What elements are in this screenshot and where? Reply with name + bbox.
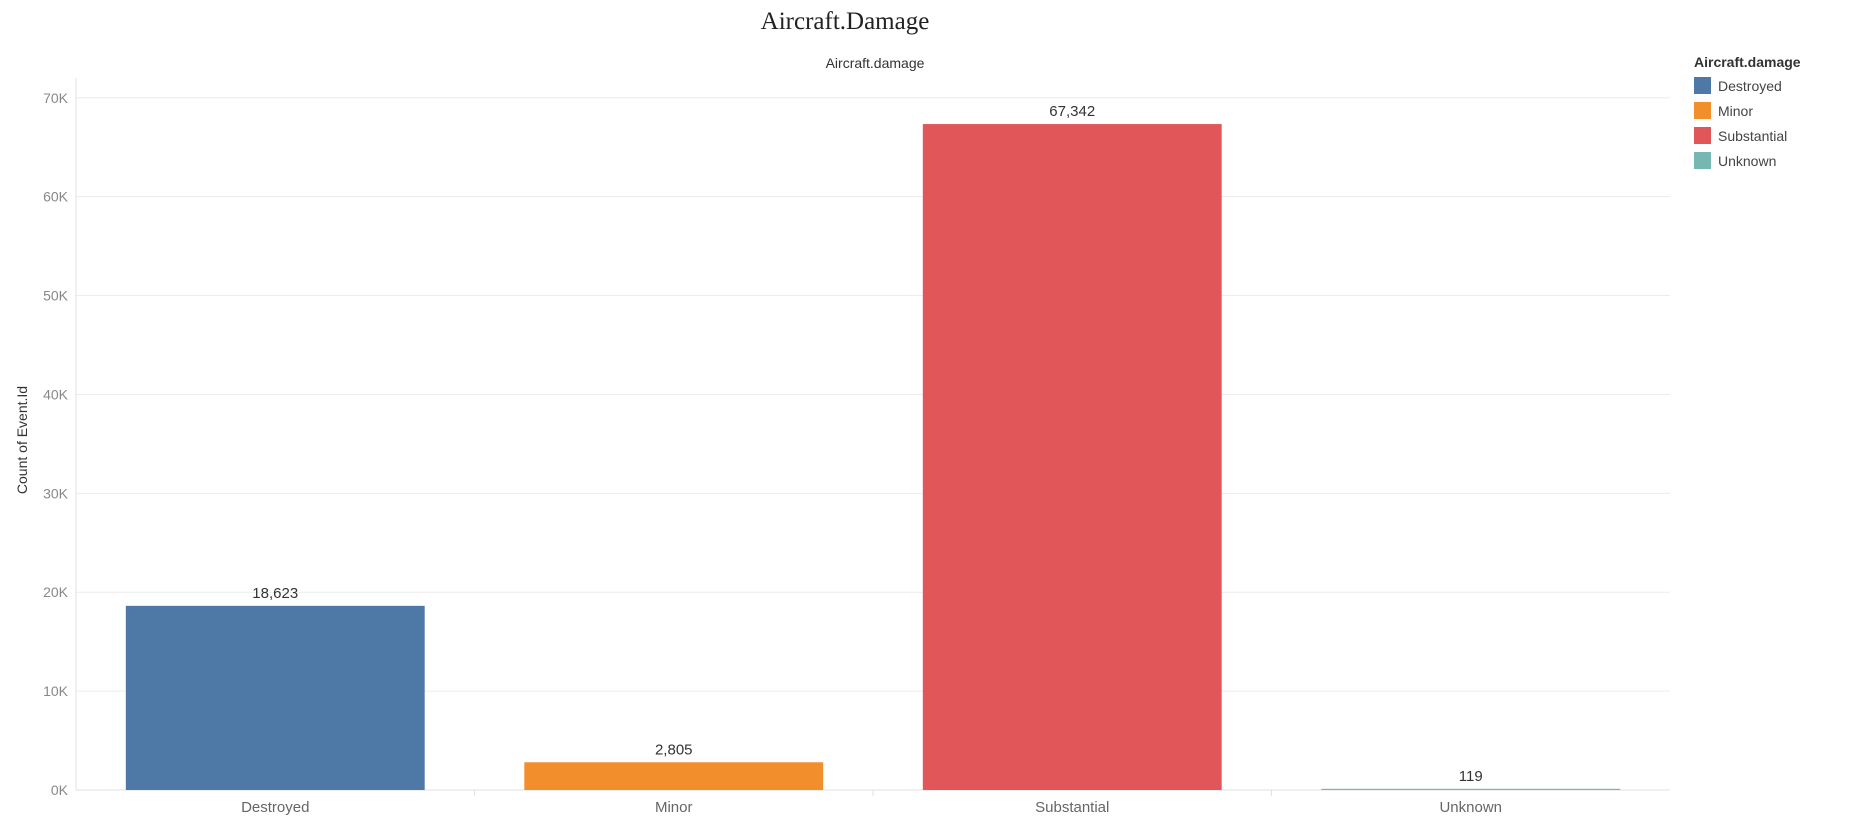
y-tick-label: 60K xyxy=(43,189,69,205)
legend-label-destroyed: Destroyed xyxy=(1718,77,1782,94)
legend-label-substantial: Substantial xyxy=(1718,127,1788,144)
legend: Aircraft.damage Destroyed Minor Substant… xyxy=(1694,54,1801,173)
legend-swatch-substantial xyxy=(1694,127,1711,144)
bar-value-label-substantial: 67,342 xyxy=(1049,103,1095,120)
y-tick-label: 0K xyxy=(51,782,69,798)
y-tick-label: 30K xyxy=(43,485,69,501)
legend-label-unknown: Unknown xyxy=(1718,152,1777,169)
bar-value-label-destroyed: 18,623 xyxy=(252,585,298,602)
column-header: Aircraft.damage xyxy=(825,55,925,71)
legend-swatch-destroyed xyxy=(1694,77,1711,94)
bar-value-label-minor: 2,805 xyxy=(655,741,693,758)
bar-destroyed xyxy=(125,605,425,790)
legend-item-minor[interactable]: Minor xyxy=(1694,98,1801,123)
chart-title: Aircraft.Damage xyxy=(760,8,930,35)
legend-item-unknown[interactable]: Unknown xyxy=(1694,148,1801,173)
legend-item-destroyed[interactable]: Destroyed xyxy=(1694,73,1801,98)
x-tick-label-destroyed: Destroyed xyxy=(241,799,309,816)
y-tick-label: 40K xyxy=(43,386,69,402)
x-tick-label-substantial: Substantial xyxy=(1035,799,1109,816)
legend-swatch-minor xyxy=(1694,102,1711,119)
bar-unknown xyxy=(1321,788,1621,790)
bar-substantial xyxy=(922,124,1222,791)
legend-item-substantial[interactable]: Substantial xyxy=(1694,123,1801,148)
bar-value-label-unknown: 119 xyxy=(1459,768,1483,785)
y-tick-label: 10K xyxy=(43,683,69,699)
y-tick-label: 20K xyxy=(43,584,69,600)
legend-title: Aircraft.damage xyxy=(1694,54,1801,70)
y-tick-label: 50K xyxy=(43,288,69,304)
y-tick-label: 70K xyxy=(43,90,69,106)
legend-swatch-unknown xyxy=(1694,152,1711,169)
x-tick-label-minor: Minor xyxy=(655,799,693,816)
bar-minor xyxy=(524,762,824,790)
legend-label-minor: Minor xyxy=(1718,102,1754,119)
x-tick-label-unknown: Unknown xyxy=(1439,799,1502,816)
